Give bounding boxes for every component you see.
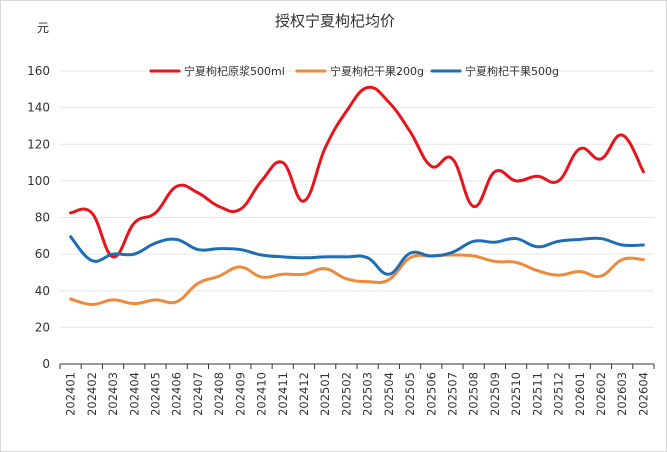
x-tick-label: 202405 <box>148 372 162 416</box>
grid-lines <box>60 70 654 328</box>
x-tick-label: 202412 <box>297 372 311 416</box>
legend-label: 宁夏枸杞干果500g <box>465 64 559 78</box>
y-tick-labels: 0 20 40 60 80 100 120 140 160 <box>27 64 50 371</box>
legend-label: 宁夏枸杞原浆500ml <box>184 64 285 78</box>
x-tick-label: 202402 <box>85 372 99 416</box>
series-line-3 <box>69 235 645 276</box>
x-tick-label: 202503 <box>361 372 375 416</box>
y-tick-label: 40 <box>35 284 50 298</box>
x-tick-label: 202512 <box>552 372 566 416</box>
series-line-2 <box>69 253 645 306</box>
x-tick-label: 202509 <box>488 372 502 416</box>
x-tick-label: 202510 <box>509 372 523 416</box>
y-unit-label: 元 <box>37 21 49 35</box>
y-tick-label: 20 <box>35 320 50 334</box>
y-tick-label: 120 <box>27 137 50 151</box>
y-tick-label: 100 <box>27 174 50 188</box>
x-tick-label: 202511 <box>530 372 544 416</box>
chart-title: 授权宁夏枸杞均价 <box>275 12 395 30</box>
x-tick-label: 202507 <box>445 372 459 416</box>
x-tick-label: 202502 <box>339 372 353 416</box>
x-tick-label: 202501 <box>318 372 332 416</box>
y-tick-label: 0 <box>42 357 50 371</box>
series-line-1 <box>69 85 645 259</box>
y-tick-label: 140 <box>27 101 50 115</box>
x-tick-label: 202403 <box>106 372 120 416</box>
legend: 宁夏枸杞原浆500ml 宁夏枸杞干果200g 宁夏枸杞干果500g <box>149 64 559 78</box>
x-tick-label: 202410 <box>255 372 269 416</box>
x-tick-labels: 202401 202402 202403 202404 202405 202406 2024… <box>64 372 651 416</box>
x-tick-label: 202409 <box>233 372 247 416</box>
x-tick-label: 202504 <box>382 372 396 416</box>
x-tick-label: 202406 <box>170 372 184 416</box>
x-tick-label: 202601 <box>573 372 587 416</box>
x-tick-label: 202604 <box>636 372 650 416</box>
x-tick-label: 202404 <box>127 372 141 416</box>
x-tick-label: 202508 <box>467 372 481 416</box>
legend-label: 宁夏枸杞干果200g <box>330 64 424 78</box>
y-tick-label: 60 <box>35 247 50 261</box>
x-tick-label: 202603 <box>615 372 629 416</box>
x-tick-label: 202408 <box>212 372 226 416</box>
axes <box>59 363 655 369</box>
x-tick-label: 202506 <box>424 372 438 416</box>
x-tick-label: 202407 <box>191 372 205 416</box>
x-tick-label: 202401 <box>64 372 78 416</box>
y-tick-label: 160 <box>27 64 50 78</box>
x-tick-label: 202411 <box>276 372 290 416</box>
x-tick-label: 202602 <box>594 372 608 416</box>
x-tick-label: 202505 <box>403 372 417 416</box>
y-tick-label: 80 <box>35 211 50 225</box>
series-lines <box>69 85 645 306</box>
